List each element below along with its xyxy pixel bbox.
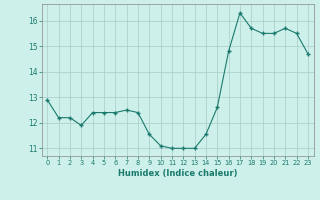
X-axis label: Humidex (Indice chaleur): Humidex (Indice chaleur) — [118, 169, 237, 178]
